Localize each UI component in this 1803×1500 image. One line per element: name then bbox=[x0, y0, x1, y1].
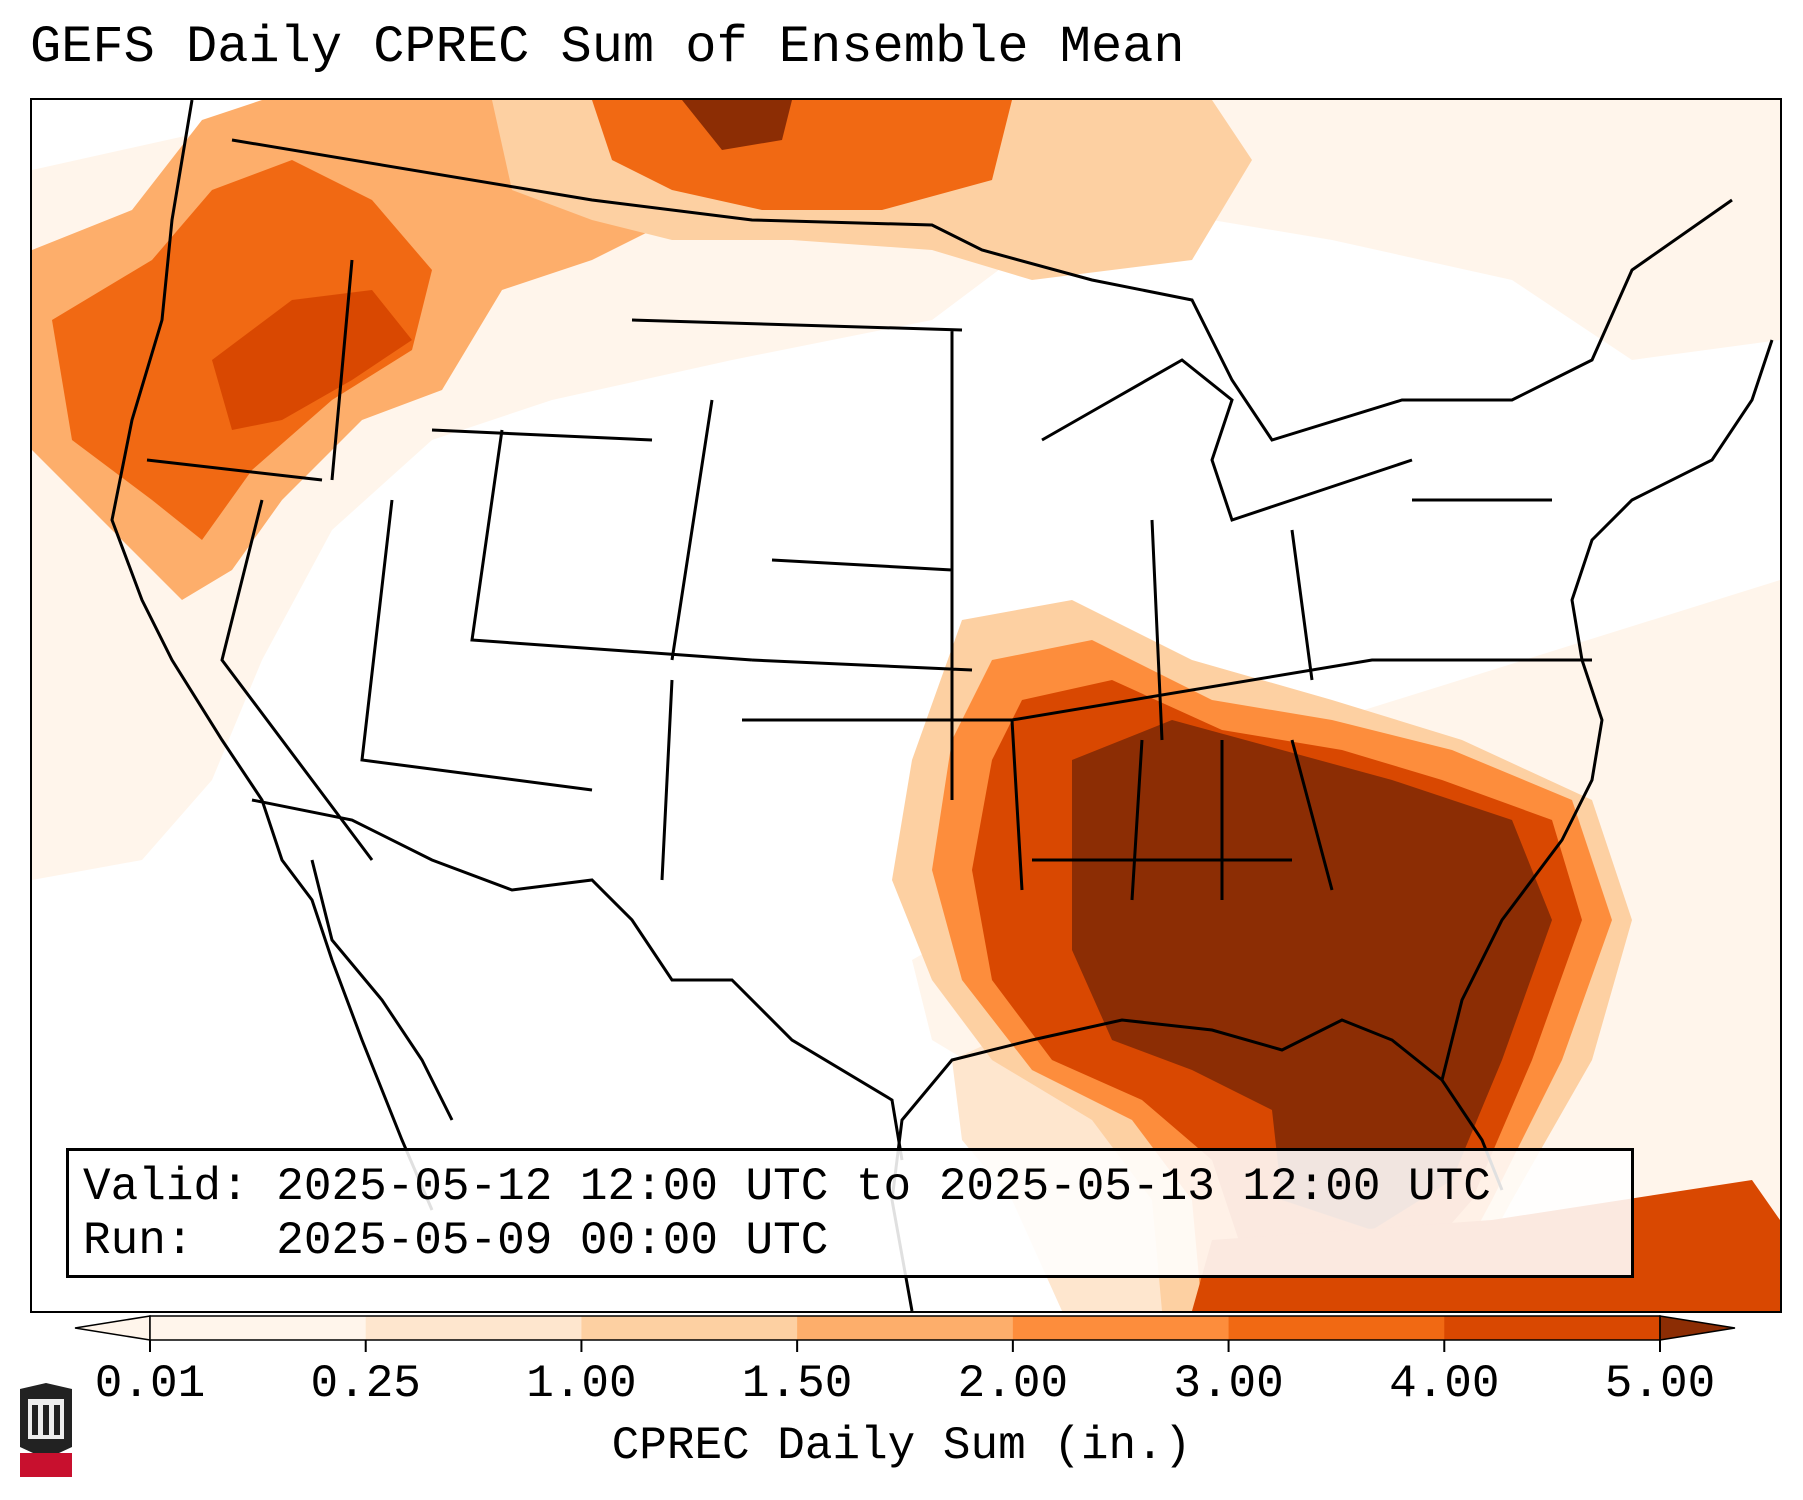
colorbar-tick-label: 0.01 bbox=[94, 1358, 206, 1410]
colorbar-segment bbox=[150, 1316, 367, 1340]
colorbar-label: CPREC Daily Sum (in.) bbox=[611, 1420, 1192, 1472]
colorbar-extend-high bbox=[1659, 1315, 1736, 1341]
colorbar-tick-label: 3.00 bbox=[1173, 1358, 1284, 1410]
niu-logo bbox=[18, 1383, 74, 1484]
colorbar-extend-low bbox=[74, 1315, 151, 1341]
colorbar-tick-label: 2.00 bbox=[957, 1358, 1069, 1410]
colorbar-segment bbox=[365, 1316, 582, 1340]
precip-map bbox=[30, 98, 1782, 1313]
boundaries bbox=[110, 100, 1774, 1311]
run-label: Run: bbox=[83, 1215, 194, 1267]
precip-area-north-peak bbox=[682, 100, 792, 150]
colorbar-tick-label: 4.00 bbox=[1389, 1358, 1500, 1410]
colorbar bbox=[74, 1315, 1736, 1352]
colorbar-tick-label: 0.25 bbox=[310, 1358, 421, 1410]
state-lines-central bbox=[631, 318, 1024, 891]
run-value: 2025-05-09 00:00 UTC bbox=[276, 1215, 829, 1267]
canada-border bbox=[231, 138, 1733, 442]
colorbar-border bbox=[149, 1315, 1661, 1341]
niu-logo-icon bbox=[20, 1383, 72, 1477]
mexico-border bbox=[251, 798, 904, 1161]
colorbar-segment bbox=[1444, 1316, 1661, 1340]
colorbar-segment bbox=[1228, 1316, 1445, 1340]
valid-line: Valid: 2025-05-12 12:00 UTC to 2025-05-1… bbox=[83, 1160, 1617, 1214]
precip-area-se-peak bbox=[1072, 720, 1552, 1230]
valid-label: Valid: bbox=[83, 1161, 249, 1213]
precip-area-pnw-peak bbox=[212, 290, 412, 430]
state-lines-west bbox=[146, 259, 753, 861]
precip-area-north-core bbox=[592, 100, 1012, 210]
colorbar-tick-label: 1.50 bbox=[741, 1358, 853, 1410]
great-lakes bbox=[1041, 358, 1413, 522]
colorbar-segment bbox=[581, 1316, 798, 1340]
colorbar-tick-label: 5.00 bbox=[1604, 1358, 1716, 1410]
east-coast bbox=[1570, 339, 1774, 661]
valid-run-info-box: Valid: 2025-05-12 12:00 UTC to 2025-05-1… bbox=[66, 1148, 1634, 1278]
map-title: GEFS Daily CPREC Sum of Ensemble Mean bbox=[30, 18, 1185, 77]
colorbar-segment bbox=[1012, 1316, 1230, 1340]
state-lines-east bbox=[1011, 498, 1592, 901]
baja-coast bbox=[310, 859, 454, 1121]
valid-value: 2025-05-12 12:00 UTC to 2025-05-13 12:00… bbox=[276, 1161, 1491, 1213]
colorbar-tick-label: 1.00 bbox=[526, 1358, 637, 1410]
colorbar-segments bbox=[74, 1315, 1736, 1352]
colorbar-segment bbox=[797, 1316, 1014, 1340]
coastline-west bbox=[110, 100, 434, 1211]
run-line: Run: 2025-05-09 00:00 UTC bbox=[83, 1214, 1617, 1268]
florida-coast bbox=[1440, 659, 1604, 1081]
